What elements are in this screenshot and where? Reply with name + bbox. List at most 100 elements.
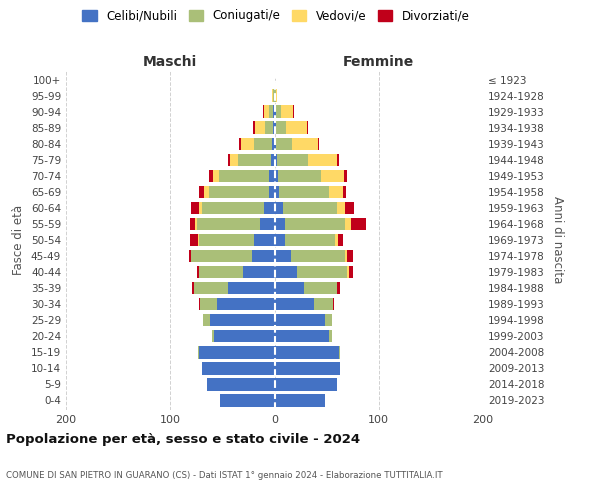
Bar bbox=[190, 218, 275, 230]
Bar bbox=[220, 394, 275, 406]
Bar bbox=[275, 314, 332, 326]
Bar bbox=[275, 186, 329, 198]
Bar bbox=[219, 170, 275, 182]
Bar bbox=[275, 282, 340, 294]
Text: Femmine: Femmine bbox=[343, 55, 415, 69]
Bar bbox=[254, 234, 275, 246]
Bar bbox=[275, 138, 319, 150]
Bar bbox=[241, 138, 275, 150]
Bar bbox=[275, 362, 340, 374]
Bar bbox=[275, 138, 318, 150]
Bar bbox=[272, 90, 275, 102]
Bar bbox=[275, 186, 343, 198]
Bar bbox=[275, 122, 286, 134]
Bar bbox=[213, 170, 275, 182]
Bar bbox=[199, 346, 275, 358]
Bar bbox=[253, 122, 275, 134]
Bar bbox=[275, 250, 347, 262]
Bar bbox=[217, 298, 275, 310]
Bar bbox=[275, 362, 340, 374]
Bar bbox=[275, 234, 343, 246]
Bar bbox=[275, 282, 304, 294]
Bar bbox=[194, 282, 275, 294]
Bar bbox=[263, 106, 275, 118]
Bar bbox=[227, 154, 275, 166]
Bar bbox=[275, 346, 340, 358]
Bar bbox=[275, 202, 354, 214]
Bar bbox=[275, 154, 277, 166]
Bar bbox=[275, 250, 346, 262]
Bar bbox=[189, 250, 275, 262]
Bar bbox=[275, 154, 337, 166]
Bar bbox=[251, 250, 275, 262]
Bar bbox=[275, 266, 347, 278]
Bar bbox=[275, 314, 332, 326]
Bar bbox=[199, 346, 275, 358]
Bar bbox=[199, 266, 275, 278]
Bar bbox=[275, 122, 307, 134]
Bar bbox=[264, 106, 275, 118]
Bar bbox=[199, 346, 275, 358]
Bar bbox=[275, 250, 291, 262]
Bar bbox=[275, 234, 335, 246]
Bar bbox=[227, 282, 275, 294]
Bar bbox=[264, 202, 275, 214]
Bar bbox=[275, 298, 333, 310]
Bar bbox=[275, 394, 325, 406]
Bar bbox=[275, 346, 339, 358]
Bar bbox=[275, 362, 340, 374]
Bar bbox=[275, 250, 353, 262]
Bar bbox=[207, 378, 275, 390]
Bar bbox=[275, 202, 283, 214]
Bar bbox=[275, 394, 325, 406]
Bar bbox=[197, 266, 275, 278]
Bar bbox=[275, 266, 298, 278]
Bar bbox=[209, 170, 275, 182]
Bar bbox=[275, 378, 337, 390]
Bar bbox=[275, 346, 340, 358]
Bar bbox=[275, 378, 337, 390]
Bar bbox=[199, 234, 275, 246]
Bar bbox=[275, 202, 337, 214]
Bar bbox=[199, 298, 275, 310]
Bar bbox=[275, 298, 333, 310]
Bar bbox=[275, 186, 346, 198]
Bar bbox=[214, 330, 275, 342]
Bar bbox=[203, 314, 275, 326]
Bar bbox=[260, 218, 275, 230]
Y-axis label: Fasce di età: Fasce di età bbox=[13, 205, 25, 275]
Bar bbox=[275, 266, 349, 278]
Bar bbox=[275, 282, 337, 294]
Bar bbox=[275, 346, 340, 358]
Bar bbox=[191, 250, 275, 262]
Bar bbox=[275, 154, 339, 166]
Text: COMUNE DI SAN PIETRO IN GUARANO (CS) - Dati ISTAT 1° gennaio 2024 - Elaborazione: COMUNE DI SAN PIETRO IN GUARANO (CS) - D… bbox=[6, 470, 443, 480]
Bar bbox=[203, 314, 275, 326]
Bar bbox=[275, 282, 337, 294]
Bar bbox=[275, 170, 322, 182]
Bar bbox=[191, 250, 275, 262]
Bar bbox=[200, 298, 275, 310]
Text: Maschi: Maschi bbox=[143, 55, 197, 69]
Bar bbox=[192, 282, 275, 294]
Bar bbox=[271, 154, 275, 166]
Bar bbox=[212, 330, 275, 342]
Bar bbox=[275, 106, 295, 118]
Bar bbox=[275, 90, 277, 102]
Bar bbox=[254, 122, 275, 134]
Bar bbox=[275, 314, 332, 326]
Bar bbox=[275, 106, 293, 118]
Bar bbox=[202, 362, 275, 374]
Bar bbox=[275, 170, 347, 182]
Bar bbox=[275, 106, 281, 118]
Bar bbox=[275, 170, 344, 182]
Bar bbox=[275, 314, 325, 326]
Bar bbox=[212, 330, 275, 342]
Bar bbox=[274, 122, 275, 134]
Bar bbox=[275, 298, 334, 310]
Bar bbox=[220, 394, 275, 406]
Bar bbox=[275, 330, 329, 342]
Bar bbox=[207, 378, 275, 390]
Bar bbox=[275, 378, 337, 390]
Bar bbox=[202, 202, 275, 214]
